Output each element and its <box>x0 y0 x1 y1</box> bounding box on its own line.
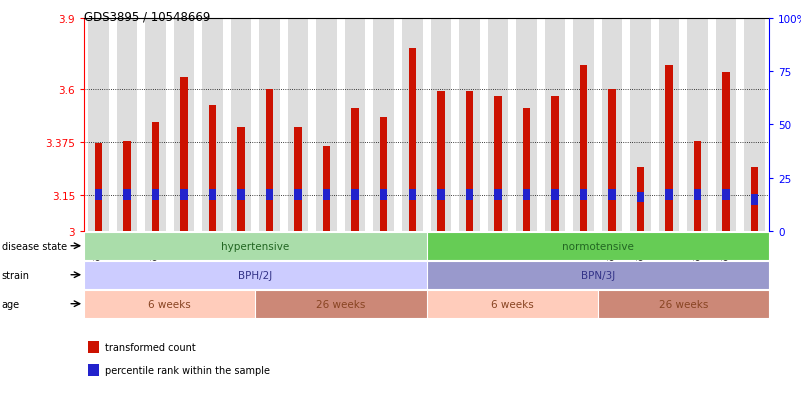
Bar <box>151 190 159 201</box>
Bar <box>523 190 530 201</box>
Bar <box>352 108 359 231</box>
Bar <box>180 78 187 231</box>
Bar <box>380 118 388 231</box>
Text: hypertensive: hypertensive <box>221 241 289 251</box>
Bar <box>95 144 102 231</box>
Bar <box>637 192 644 203</box>
Bar <box>545 19 566 231</box>
Bar <box>687 19 708 231</box>
Text: 26 weeks: 26 weeks <box>316 299 365 309</box>
Bar <box>409 49 416 231</box>
Bar <box>402 19 423 231</box>
Bar <box>716 19 736 231</box>
Bar <box>608 190 616 201</box>
Bar <box>180 190 187 201</box>
Bar <box>380 190 388 201</box>
Bar <box>494 190 501 201</box>
Bar <box>465 190 473 201</box>
Bar <box>209 106 216 231</box>
Bar <box>574 19 594 231</box>
Bar <box>459 19 480 231</box>
Bar <box>580 190 587 201</box>
Bar <box>523 108 530 231</box>
Text: BPN/3J: BPN/3J <box>581 270 615 280</box>
Bar <box>260 19 280 231</box>
Bar <box>95 190 102 201</box>
Bar <box>723 190 730 201</box>
Bar <box>658 19 679 231</box>
Bar <box>551 97 558 231</box>
Text: 6 weeks: 6 weeks <box>148 299 191 309</box>
Bar <box>437 92 445 231</box>
Bar <box>666 66 673 231</box>
Bar <box>630 19 651 231</box>
Bar <box>123 142 131 231</box>
Bar <box>151 123 159 231</box>
Bar <box>323 146 330 231</box>
Bar <box>123 190 131 201</box>
Bar <box>551 190 558 201</box>
Text: transformed count: transformed count <box>105 342 195 352</box>
Text: 26 weeks: 26 weeks <box>658 299 708 309</box>
Bar <box>580 66 587 231</box>
Bar <box>694 190 702 201</box>
Bar <box>145 19 166 231</box>
Bar <box>295 127 302 231</box>
Text: age: age <box>2 299 20 309</box>
Bar <box>316 19 337 231</box>
Bar <box>602 19 622 231</box>
Bar <box>516 19 537 231</box>
Bar <box>494 97 501 231</box>
Bar <box>694 142 702 231</box>
Bar <box>723 73 730 231</box>
Bar <box>345 19 365 231</box>
Text: 6 weeks: 6 weeks <box>491 299 533 309</box>
Bar <box>295 190 302 201</box>
Bar <box>373 19 394 231</box>
Bar <box>237 127 245 231</box>
Bar <box>117 19 137 231</box>
Bar <box>608 90 616 231</box>
Bar <box>202 19 223 231</box>
Bar <box>237 190 245 201</box>
Bar <box>465 92 473 231</box>
Bar <box>231 19 252 231</box>
Bar <box>266 190 273 201</box>
Bar <box>323 190 330 201</box>
Bar <box>488 19 508 231</box>
Bar <box>174 19 195 231</box>
Text: BPH/2J: BPH/2J <box>238 270 272 280</box>
Text: percentile rank within the sample: percentile rank within the sample <box>105 365 270 375</box>
Bar <box>266 90 273 231</box>
Bar <box>430 19 451 231</box>
Bar <box>409 190 416 201</box>
Text: GDS3895 / 10548669: GDS3895 / 10548669 <box>84 10 211 23</box>
Bar <box>751 195 759 205</box>
Text: disease state: disease state <box>2 241 66 251</box>
Text: strain: strain <box>2 270 30 280</box>
Bar <box>751 168 759 231</box>
Text: normotensive: normotensive <box>562 241 634 251</box>
Bar <box>88 19 109 231</box>
Bar <box>288 19 308 231</box>
Bar <box>666 190 673 201</box>
Bar <box>744 19 765 231</box>
Bar <box>437 190 445 201</box>
Bar <box>352 190 359 201</box>
Bar <box>209 190 216 201</box>
Bar <box>637 168 644 231</box>
